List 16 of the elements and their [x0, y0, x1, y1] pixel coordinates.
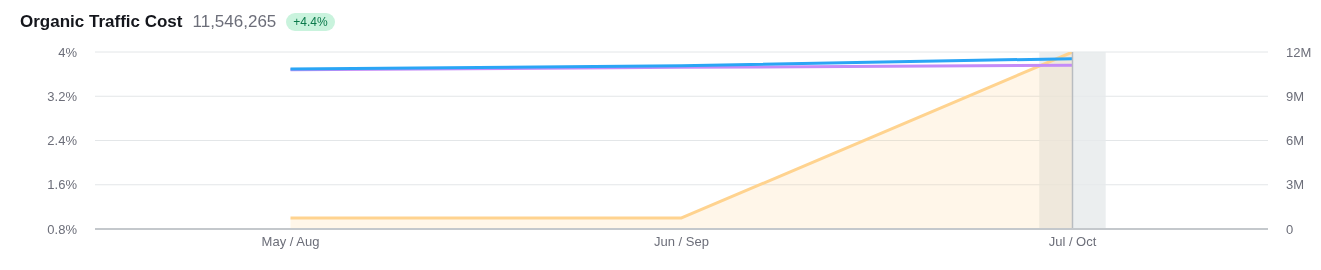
chart-title: Organic Traffic Cost [20, 12, 183, 32]
y2-tick-label: 9M [1286, 88, 1305, 104]
y-tick-label: 1.6% [47, 177, 78, 193]
y-tick-label: 4% [58, 44, 78, 60]
y2-tick-label: 12M [1286, 44, 1312, 60]
y2-tick-label: 6M [1286, 133, 1305, 149]
text: +4.4% [286, 13, 335, 31]
y2-tick-label: 3M [1286, 177, 1305, 193]
x-tick-label: Jun / Sep [654, 234, 709, 250]
chart-subtitle: 11,546,265 [192, 12, 277, 32]
y-tick-label: 3.2% [47, 88, 78, 104]
y2-tick-label: 0 [1286, 221, 1294, 237]
y-tick-label: 0.8% [47, 221, 78, 237]
x-tick-label: May / Aug [261, 234, 320, 250]
x-tick-label: Jul / Oct [1048, 234, 1097, 250]
y-tick-label: 2.4% [47, 133, 78, 149]
